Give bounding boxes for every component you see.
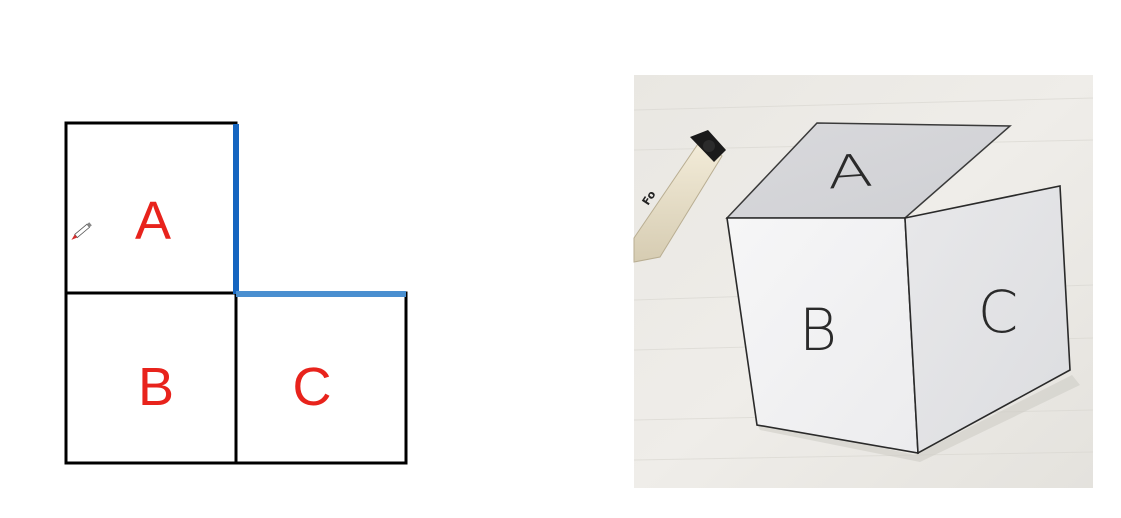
cube-shadow [755, 375, 1080, 462]
cube-label-right: C [978, 278, 1019, 346]
cube-label-top: A [825, 144, 874, 199]
cube-label-left: B [799, 296, 837, 364]
marker-body [633, 140, 723, 263]
net-label-a: A [135, 191, 171, 251]
marker-pen: Fo [633, 130, 726, 263]
net-square-a [64, 121, 238, 295]
net-label-c: C [293, 357, 332, 417]
net-square-b [64, 291, 238, 465]
cube-net: A B C [64, 121, 408, 465]
cube-face-right [904, 185, 1071, 455]
net-label-b: B [138, 357, 174, 417]
pencil-cursor-icon [71, 222, 92, 240]
cube-photo: Fo A B C [633, 75, 1094, 488]
